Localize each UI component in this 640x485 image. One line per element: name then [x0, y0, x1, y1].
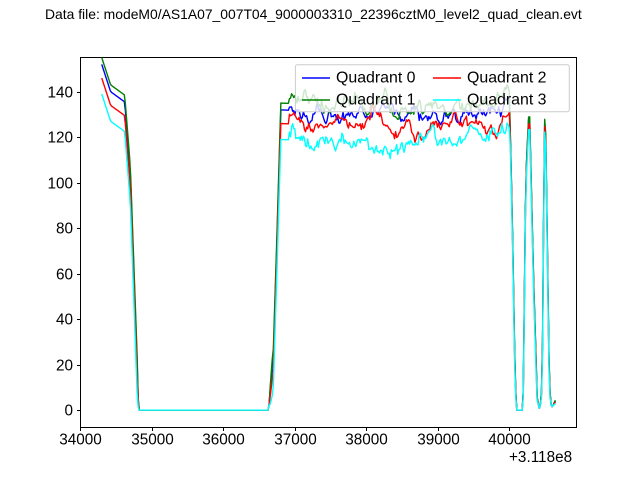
svg-text:40: 40: [56, 312, 73, 329]
svg-text:20: 20: [56, 358, 73, 375]
svg-text:Quadrant 3: Quadrant 3: [467, 92, 547, 109]
svg-text:Quadrant 0: Quadrant 0: [336, 70, 416, 87]
svg-text:40000: 40000: [488, 432, 531, 449]
svg-text:Quadrant 1: Quadrant 1: [336, 92, 416, 109]
svg-text:35000: 35000: [131, 432, 174, 449]
svg-text:80: 80: [56, 221, 73, 238]
svg-text:36000: 36000: [202, 432, 245, 449]
svg-text:0: 0: [64, 403, 73, 420]
svg-text:100: 100: [47, 176, 73, 193]
svg-text:37000: 37000: [274, 432, 317, 449]
svg-text:38000: 38000: [345, 432, 388, 449]
svg-text:34000: 34000: [59, 432, 102, 449]
svg-text:39000: 39000: [417, 432, 460, 449]
svg-text:60: 60: [56, 267, 73, 284]
svg-text:140: 140: [47, 85, 73, 102]
svg-text:120: 120: [47, 130, 73, 147]
svg-text:Quadrant 2: Quadrant 2: [467, 70, 547, 87]
